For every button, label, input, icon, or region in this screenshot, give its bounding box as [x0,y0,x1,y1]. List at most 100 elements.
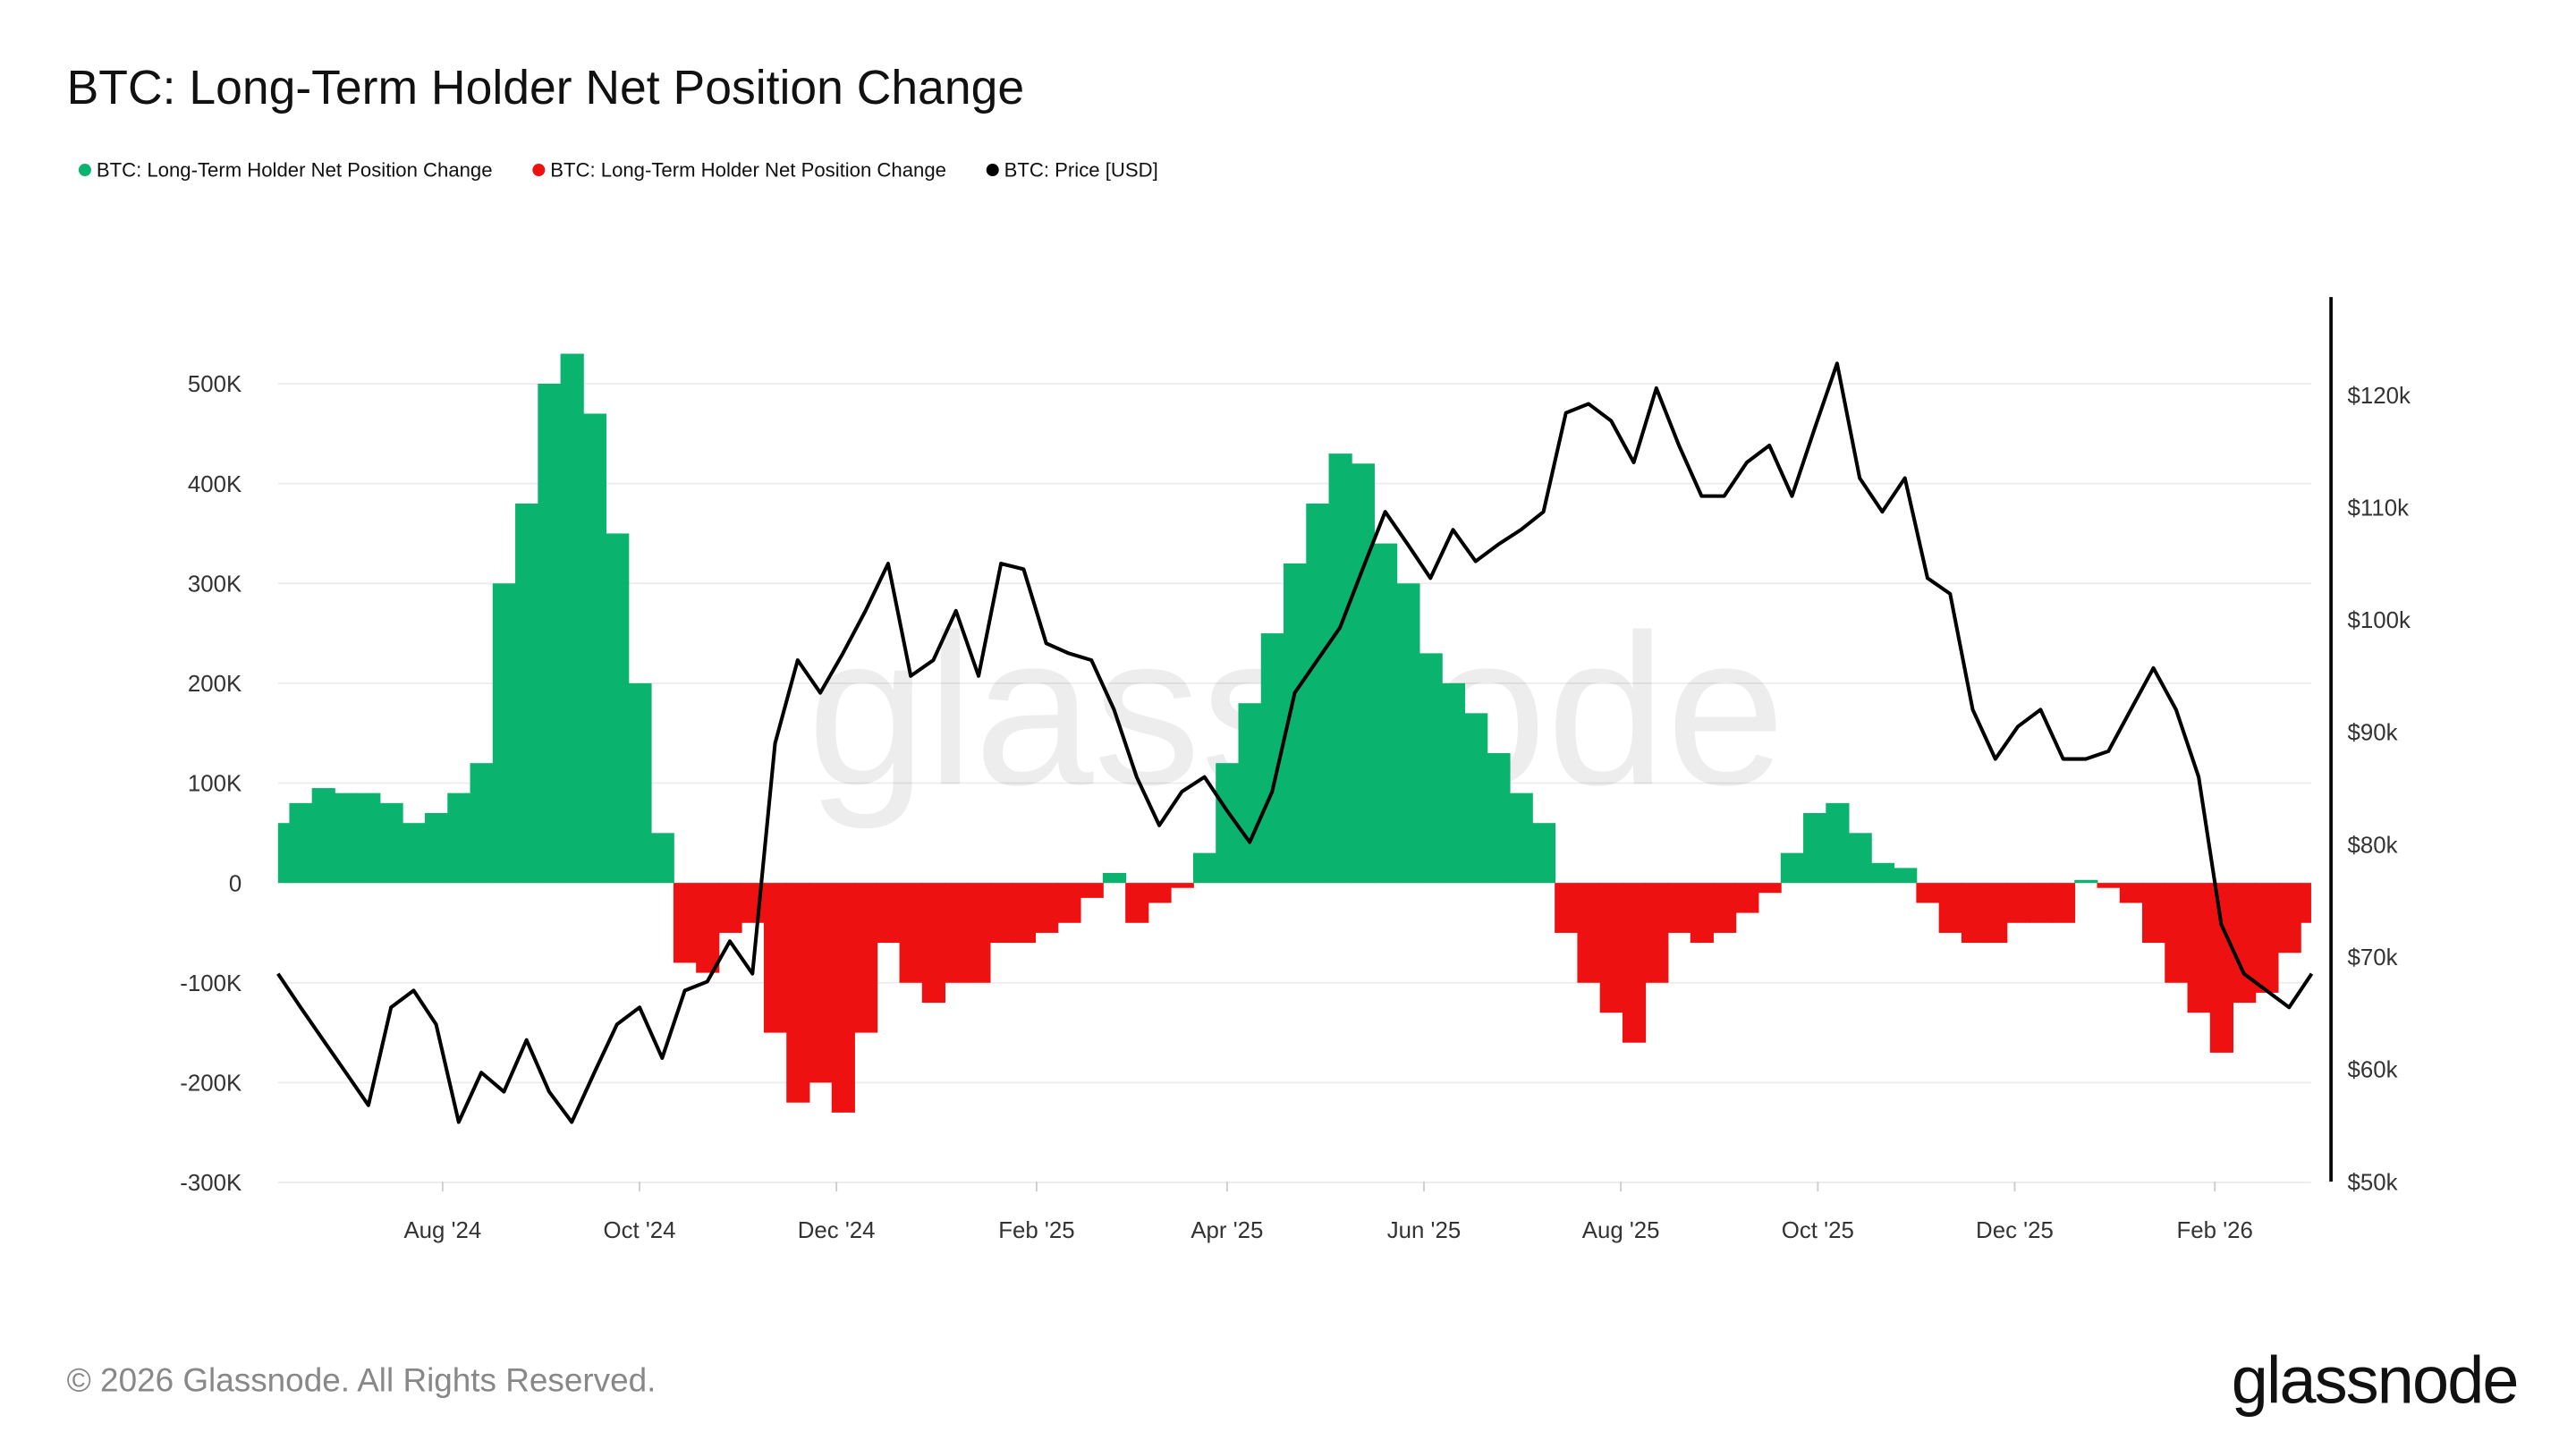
bar-negative [2006,883,2030,923]
bar-positive [402,823,426,884]
bar-negative [1148,883,1172,903]
bar-negative [2142,883,2166,944]
glassnode-logo: glassnode [2232,1343,2518,1417]
y-right-tick-label: $80k [2348,833,2398,858]
bar-positive [515,503,539,884]
bar-positive [1396,583,1420,884]
bar-positive [650,833,674,884]
bar-negative [763,883,788,1033]
legend: BTC: Long-Term Holder Net Position Chang… [78,158,1158,181]
x-tick-label: Dec '24 [798,1218,876,1243]
bar-negative [2233,883,2257,1004]
bar-negative [2029,883,2053,923]
legend-item-positive[interactable]: BTC: Long-Term Holder Net Position Chang… [78,158,493,181]
y-right-tick-label: $70k [2348,945,2398,970]
bar-negative [831,883,855,1113]
y-left-tick-label: 300K [188,572,242,597]
bar-negative [2209,883,2233,1053]
copyright: © 2026 Glassnode. All Rights Reserved. [67,1361,657,1398]
y-left-tick-label: 400K [188,472,242,497]
bar-negative [1080,883,1104,898]
bar-positive [1870,862,1895,884]
legend-label: BTC: Long-Term Holder Net Position Chang… [550,158,946,181]
bar-negative [1645,883,1669,983]
bar-positive [1374,543,1398,884]
bar-positive [357,792,381,884]
bar-positive [311,788,335,884]
bar-negative [854,883,878,1033]
bar-positive [1531,823,1556,884]
x-tick-label: Feb '25 [998,1218,1074,1243]
bar-negative [2165,883,2189,983]
bar-negative [1916,883,1940,903]
bar-positive [582,413,607,884]
bar-positive [1441,682,1466,884]
bar-positive [425,812,449,884]
bar-negative [1622,883,1647,1043]
y-right-tick-label: $100k [2348,608,2411,633]
bar-positive [1192,852,1217,884]
bar-negative [877,883,901,944]
bar-negative [1012,883,1037,944]
bar-negative [899,883,923,983]
x-tick-label: Feb '26 [2177,1218,2253,1243]
x-axis: Aug '24 Oct '24 Dec '24 Feb '25 Apr '25 Jun '… [403,1182,2253,1243]
bar-negative [2255,883,2279,993]
x-tick-label: Apr '25 [1191,1218,1263,1243]
bar-negative [1938,883,1962,933]
x-tick-label: Dec '25 [1976,1218,2054,1243]
y-left-tick-label: -300K [180,1171,242,1196]
y-axis-left: -300K -200K -100K 0 100K 200K 300K 400K 500K [180,372,242,1196]
bar-negative [673,883,698,963]
bar-positive [289,802,313,884]
bar-positive [447,792,471,884]
bar-positive [1238,703,1262,884]
x-tick-label: Aug '24 [403,1218,481,1243]
bar-positive [1780,852,1804,884]
y-left-tick-label: 100K [188,772,242,797]
bar-negative [921,883,945,1004]
legend-item-negative[interactable]: BTC: Long-Term Holder Net Position Chang… [532,158,946,181]
bar-positive [538,383,562,884]
bar-negative [967,883,991,983]
bar-positive [492,583,516,884]
bar-negative [1735,883,1759,913]
y-axis-right: $50k $60k $70k $80k $90k $100k $110k $120k [2348,384,2411,1196]
bar-negative [1984,883,2008,944]
legend-label: BTC: Price [USD] [1004,158,1158,181]
bar-negative [945,883,969,983]
bar-positive [470,763,494,884]
price-line [276,361,2314,1124]
bar-positive [1306,503,1330,884]
bar-negative [1555,883,1579,933]
bar-positive [1894,868,1918,884]
y-right-tick-label: $90k [2348,721,2398,746]
y-right-tick-label: $110k [2348,496,2410,521]
y-left-tick-label: -100K [180,971,242,996]
bar-negative [2187,883,2211,1013]
y-right-tick-label: $50k [2348,1170,2398,1195]
bar-positive [1351,463,1375,884]
bar-negative [1667,883,1691,933]
y-left-tick-label: -200K [180,1072,242,1097]
bar-negative [2051,883,2076,923]
bar-positive [334,792,359,884]
bar-negative [786,883,810,1103]
bar-negative [1599,883,1623,1013]
legend-marker-green [78,164,91,177]
bar-positive [2074,879,2098,884]
bar-negative [696,883,720,973]
bar-positive [1487,753,1511,884]
x-tick-label: Oct '25 [1782,1218,1854,1243]
bar-negative [1057,883,1081,923]
x-tick-label: Aug '25 [1582,1218,1660,1243]
legend-item-price[interactable]: BTC: Price [USD] [986,158,1158,181]
net-position-bars [277,353,2311,1113]
bar-positive [1464,713,1488,884]
bar-positive [560,353,584,884]
bar-negative [2277,883,2301,953]
bar-negative [718,883,742,933]
bar-positive [1848,833,1872,884]
y-left-tick-label: 200K [188,672,242,697]
